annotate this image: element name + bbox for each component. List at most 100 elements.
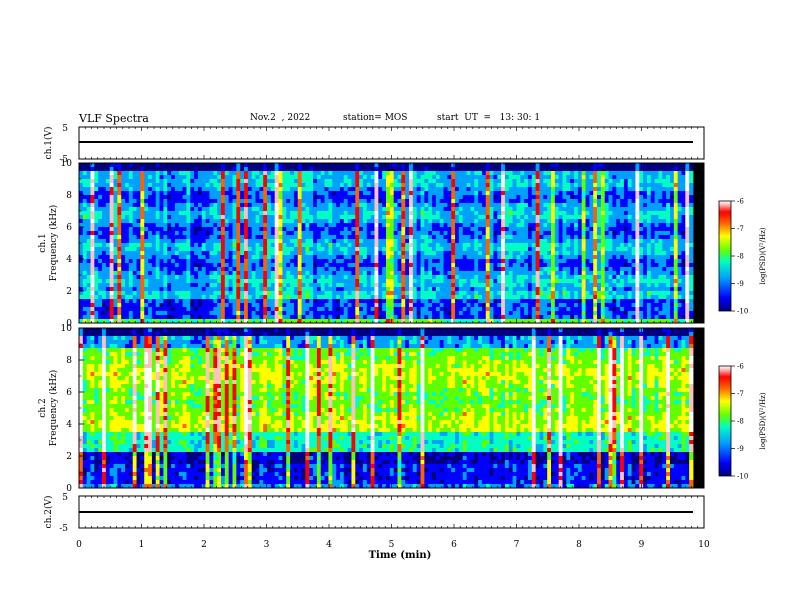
spectrogram-cell	[293, 315, 299, 320]
spectrogram-cell	[102, 263, 107, 268]
spectrogram-cell	[159, 311, 164, 316]
spectrogram-cell	[174, 283, 180, 288]
spectrogram-cell	[194, 195, 199, 200]
spectrogram-cell	[535, 251, 540, 256]
spectrogram-cell	[466, 279, 471, 284]
spectrogram-cell	[197, 199, 203, 204]
spectrogram-cell	[343, 267, 349, 272]
spectrogram-cell	[263, 239, 268, 244]
spectrogram-cell	[270, 223, 276, 228]
spectrogram-cell	[324, 191, 329, 196]
spectrogram-cell	[462, 251, 467, 256]
spectrogram-cell	[362, 207, 368, 212]
spectrogram-cell	[167, 247, 172, 252]
spectrogram-cell	[409, 303, 414, 308]
spectrogram-cell	[489, 179, 494, 184]
spectrogram-cell	[194, 311, 199, 316]
spectrogram-cell	[240, 203, 245, 208]
spectrogram-cell	[278, 255, 283, 260]
spectrogram-cell	[420, 307, 425, 312]
spectrogram-cell	[125, 207, 130, 212]
spectrogram-cell	[504, 235, 510, 240]
spectrogram-cell	[194, 231, 199, 236]
spectrogram-cell	[140, 195, 145, 200]
spectrogram-cell	[351, 215, 356, 220]
spectrogram-cell	[504, 187, 510, 192]
spectrogram-cell	[132, 251, 137, 256]
spectrogram-cell	[290, 291, 295, 296]
spectrogram-cell	[259, 267, 264, 272]
spectrogram-cell	[355, 231, 360, 236]
spectrogram-cell	[466, 315, 471, 320]
spectrogram-cell	[259, 235, 264, 240]
spectrogram-cell	[470, 243, 475, 248]
spectrogram-cell	[178, 171, 184, 176]
spectrogram-cell	[474, 219, 479, 224]
spectrogram-cell	[244, 291, 249, 296]
spectrogram-cell	[274, 287, 279, 292]
spectrogram-cell	[293, 239, 299, 244]
spectrogram-cell	[94, 235, 99, 240]
spectrogram-cell	[320, 251, 325, 256]
spectrogram-cell	[474, 175, 479, 180]
spectrogram-cell	[205, 275, 210, 280]
spectrogram-cell	[485, 215, 491, 220]
spectrogram-cell	[359, 303, 364, 308]
spectrogram-cell	[278, 239, 283, 244]
spectrogram-cell	[462, 303, 467, 308]
spectrogram-cell	[102, 231, 107, 236]
spectrogram-cell	[420, 167, 425, 172]
spectrogram-cell	[102, 163, 107, 168]
spectrogram-cell	[217, 283, 222, 288]
spectrogram-cell	[113, 167, 118, 172]
spectrogram-cell	[79, 275, 84, 280]
spectrogram-cell	[255, 259, 260, 264]
spectrogram-cell	[474, 315, 479, 320]
spectrogram-cell	[178, 231, 184, 236]
spectrogram-cell	[167, 251, 172, 256]
spectrogram-cell	[455, 187, 460, 192]
spectrogram-cell	[90, 167, 95, 172]
spectrogram-cell	[355, 275, 360, 280]
spectrogram-cell	[102, 251, 107, 256]
spectrogram-cell	[186, 315, 191, 320]
spectrogram-cell	[121, 195, 126, 200]
spectrogram-cell	[347, 319, 352, 324]
spectrogram-cell	[217, 291, 222, 296]
spectrogram-cell	[501, 171, 506, 176]
spectrogram-cell	[259, 223, 264, 228]
spectrogram-cell	[79, 179, 84, 184]
spectrogram-cell	[159, 255, 164, 260]
spectrogram-cell	[324, 303, 329, 308]
spectrogram-cell	[79, 291, 84, 296]
spectrogram-cell	[336, 171, 341, 176]
spectrogram-cell	[290, 299, 295, 304]
spectrogram-cell	[201, 219, 207, 224]
spectrogram-cell	[301, 231, 306, 236]
spectrogram-cell	[209, 271, 214, 276]
spectrogram-cell	[109, 243, 114, 248]
spectrogram-cell	[516, 303, 521, 308]
spectrogram-cell	[409, 315, 414, 320]
spectrogram-cell	[324, 163, 329, 168]
spectrogram-cell	[393, 171, 398, 176]
spectrogram-cell	[362, 295, 368, 300]
spectrogram-cell	[339, 291, 345, 296]
spectrogram-cell	[121, 175, 126, 180]
spectrogram-cell	[420, 259, 425, 264]
spectrogram-cell	[393, 219, 398, 224]
spectrogram-cell	[320, 283, 325, 288]
spectrogram-cell	[278, 307, 283, 312]
spectrogram-cell	[171, 219, 176, 224]
spectrogram-cell	[455, 299, 460, 304]
spectrogram-cell	[512, 291, 517, 296]
spectrogram-cell	[267, 187, 272, 192]
spectrogram-cell	[155, 183, 160, 188]
spectrogram-cell	[397, 187, 402, 192]
spectrogram-cell	[535, 211, 540, 216]
spectrogram-cell	[228, 203, 233, 208]
spectrogram-cell	[290, 283, 295, 288]
spectrogram-cell	[209, 263, 214, 268]
spectrogram-cell	[485, 263, 491, 268]
spectrogram-cell	[247, 235, 253, 240]
